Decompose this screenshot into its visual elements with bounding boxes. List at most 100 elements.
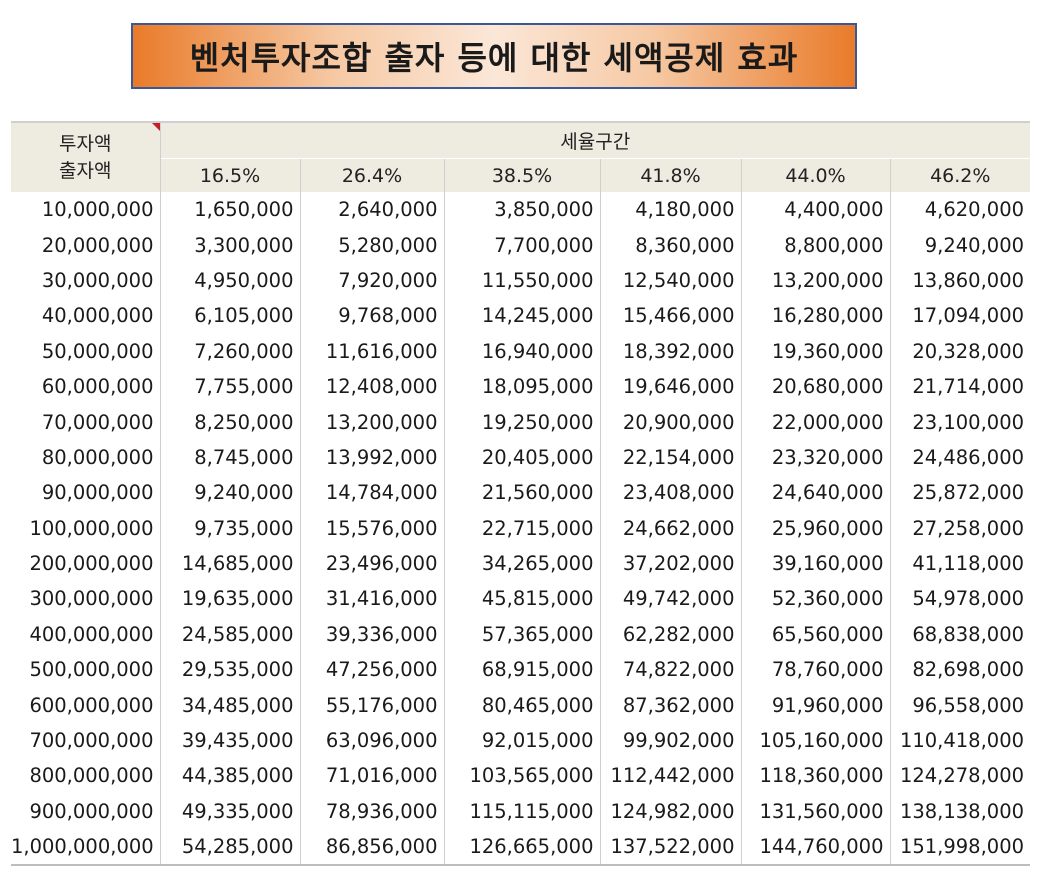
row-header-investment: 투자액: [59, 132, 112, 155]
table-row: 80,000,000 8,745,000 13,992,000 20,405,000 2…: [11, 439, 1030, 476]
tax-credit-cell: 151,998,000: [890, 829, 1031, 867]
tax-credit-cell: 34,265,000: [444, 545, 601, 582]
tax-credit-cell: 23,496,000: [300, 545, 445, 582]
tax-credit-cell: 12,408,000: [300, 368, 445, 405]
tax-credit-cell: 27,258,000: [912, 516, 1025, 540]
tax-credit-cell: 144,760,000: [741, 829, 891, 867]
investment-amount-cell: 20,000,000: [11, 227, 161, 263]
tax-credit-cell: 138,138,000: [899, 799, 1025, 823]
table-row: 40,000,000 6,105,000 9,768,000 14,245,000 15…: [11, 298, 1030, 334]
investment-amount-cell: 1,000,000,000: [11, 829, 161, 867]
investment-amount-cell: 300,000,000: [11, 581, 161, 617]
tax-credit-cell: 14,784,000: [300, 475, 445, 511]
tax-credit-cell: 3,300,000: [160, 227, 301, 263]
investment-amount-cell: 200,000,000: [11, 545, 161, 582]
tax-credit-cell: 71,016,000: [300, 758, 445, 794]
tax-credit-cell: 68,838,000: [912, 622, 1025, 646]
tax-credit-cell: 112,442,000: [600, 758, 742, 794]
row-header-contribution: 출자액: [59, 159, 112, 182]
tax-credit-cell: 47,256,000: [300, 652, 445, 688]
tax-credit-cell: 7,700,000: [444, 227, 601, 263]
tax-credit-cell: 68,915,000: [444, 652, 601, 688]
tax-credit-cell: 7,260,000: [160, 333, 301, 369]
title-banner: 벤처투자조합 출자 등에 대한 세액공제 효과: [131, 23, 857, 89]
page-title: 벤처투자조합 출자 등에 대한 세액공제 효과: [189, 39, 799, 77]
tax-credit-cell: 37,202,000: [600, 545, 742, 582]
table-row: 10,000,000 1,650,000 2,640,000 3,850,000 4,1…: [11, 192, 1030, 228]
investment-amount-cell: 70,000,000: [11, 404, 161, 440]
table-row: 700,000,000 39,435,000 63,096,000 92,015,00…: [11, 722, 1030, 759]
tax-credit-cell: 86,856,000: [300, 829, 445, 867]
tax-credit-cell: 21,560,000: [444, 475, 601, 511]
table-row: 100,000,000 9,735,000 15,576,000 22,715,000…: [11, 510, 1030, 546]
rate-header: 41.8%: [600, 158, 742, 192]
tax-credit-cell: 110,418,000: [899, 729, 1025, 753]
tax-credit-cell: 8,800,000: [741, 227, 891, 263]
tax-credit-cell: 80,465,000: [444, 687, 601, 723]
table-row: 50,000,000 7,260,000 11,616,000 16,940,000 1…: [11, 333, 1030, 369]
row-header-cell: 투자액 출자액: [11, 122, 161, 192]
tax-credit-cell: 29,535,000: [160, 652, 301, 688]
tax-credit-cell: 13,200,000: [741, 262, 891, 299]
tax-credit-cell: 16,940,000: [444, 333, 601, 369]
tax-credit-cell: 17,094,000: [912, 304, 1025, 328]
tax-credit-cell: 24,662,000: [600, 510, 742, 546]
tax-credit-cell: 8,745,000: [160, 439, 301, 476]
tax-credit-cell: 87,362,000: [600, 687, 742, 723]
tax-credit-cell: 20,900,000: [600, 404, 742, 440]
investment-amount-cell: 60,000,000: [11, 368, 161, 405]
tax-credit-cell: 14,245,000: [444, 298, 601, 334]
tax-credit-cell: 16,280,000: [741, 298, 891, 334]
tax-credit-cell: 23,100,000: [912, 410, 1025, 434]
tax-credit-cell: 99,902,000: [600, 722, 742, 759]
tax-credit-cell: 49,335,000: [160, 793, 301, 830]
tax-credit-cell: 19,635,000: [160, 581, 301, 617]
tax-credit-cell: 8,250,000: [160, 404, 301, 440]
tax-credit-cell: 14,685,000: [160, 545, 301, 582]
tax-credit-cell: 118,360,000: [741, 758, 891, 794]
tax-credit-cell: 39,160,000: [741, 545, 891, 582]
tax-credit-cell: 34,485,000: [160, 687, 301, 723]
tax-credit-cell: 12,540,000: [600, 262, 742, 299]
tax-credit-cell: 52,360,000: [741, 581, 891, 617]
investment-amount-cell: 40,000,000: [11, 298, 161, 334]
tax-credit-cell: 13,200,000: [300, 404, 445, 440]
tax-credit-cell: 41,118,000: [912, 552, 1025, 576]
tax-credit-cell: 9,240,000: [160, 475, 301, 511]
investment-amount-cell: 700,000,000: [11, 722, 161, 759]
tax-credit-cell: 2,640,000: [300, 192, 445, 228]
investment-amount-cell: 90,000,000: [11, 475, 161, 511]
tax-credit-cell: 19,360,000: [741, 333, 891, 369]
tax-credit-cell: 4,950,000: [160, 262, 301, 299]
rate-header: 38.5%: [444, 158, 601, 192]
table-row: 300,000,000 19,635,000 31,416,000 45,815,00…: [11, 581, 1030, 617]
tax-credit-cell: 91,960,000: [741, 687, 891, 723]
tax-credit-cell: 54,285,000: [160, 829, 301, 867]
table-header: 투자액 출자액 세율구간 16.5% 26.4% 38.5% 41.8% 44.…: [11, 122, 1031, 192]
tax-credit-cell: 82,698,000: [912, 658, 1025, 682]
investment-amount-cell: 800,000,000: [11, 758, 161, 794]
tax-credit-cell: 18,392,000: [600, 333, 742, 369]
tax-credit-cell: 124,278,000: [899, 764, 1025, 788]
rate-header: 46.2%: [890, 158, 1031, 192]
table-row: 500,000,000 29,535,000 47,256,000 68,915,00…: [11, 652, 1030, 688]
table-row: 90,000,000 9,240,000 14,784,000 21,560,000 2…: [11, 475, 1030, 511]
investment-amount-cell: 900,000,000: [11, 793, 161, 830]
tax-credit-cell: 4,620,000: [924, 198, 1025, 222]
table-row: 600,000,000 34,485,000 55,176,000 80,465,00…: [11, 687, 1030, 723]
tax-credit-cell: 54,978,000: [912, 587, 1025, 611]
tax-credit-cell: 74,822,000: [600, 652, 742, 688]
tax-credit-cell: 20,405,000: [444, 439, 601, 476]
tax-credit-cell: 24,640,000: [741, 475, 891, 511]
tax-credit-cell: 15,466,000: [600, 298, 742, 334]
tax-credit-cell: 25,960,000: [741, 510, 891, 546]
table-row: 800,000,000 44,385,000 71,016,000 103,565,0…: [11, 758, 1030, 794]
tax-credit-cell: 39,435,000: [160, 722, 301, 759]
tax-credit-cell: 23,320,000: [741, 439, 891, 476]
tax-credit-cell: 9,735,000: [160, 510, 301, 546]
table-row: 1,000,000,000 54,285,000 86,856,000 126,665…: [11, 829, 1031, 867]
tax-credit-cell: 62,282,000: [600, 616, 742, 653]
investment-amount-cell: 600,000,000: [11, 687, 161, 723]
tax-credit-cell: 126,665,000: [444, 829, 601, 867]
investment-amount-cell: 30,000,000: [11, 262, 161, 299]
